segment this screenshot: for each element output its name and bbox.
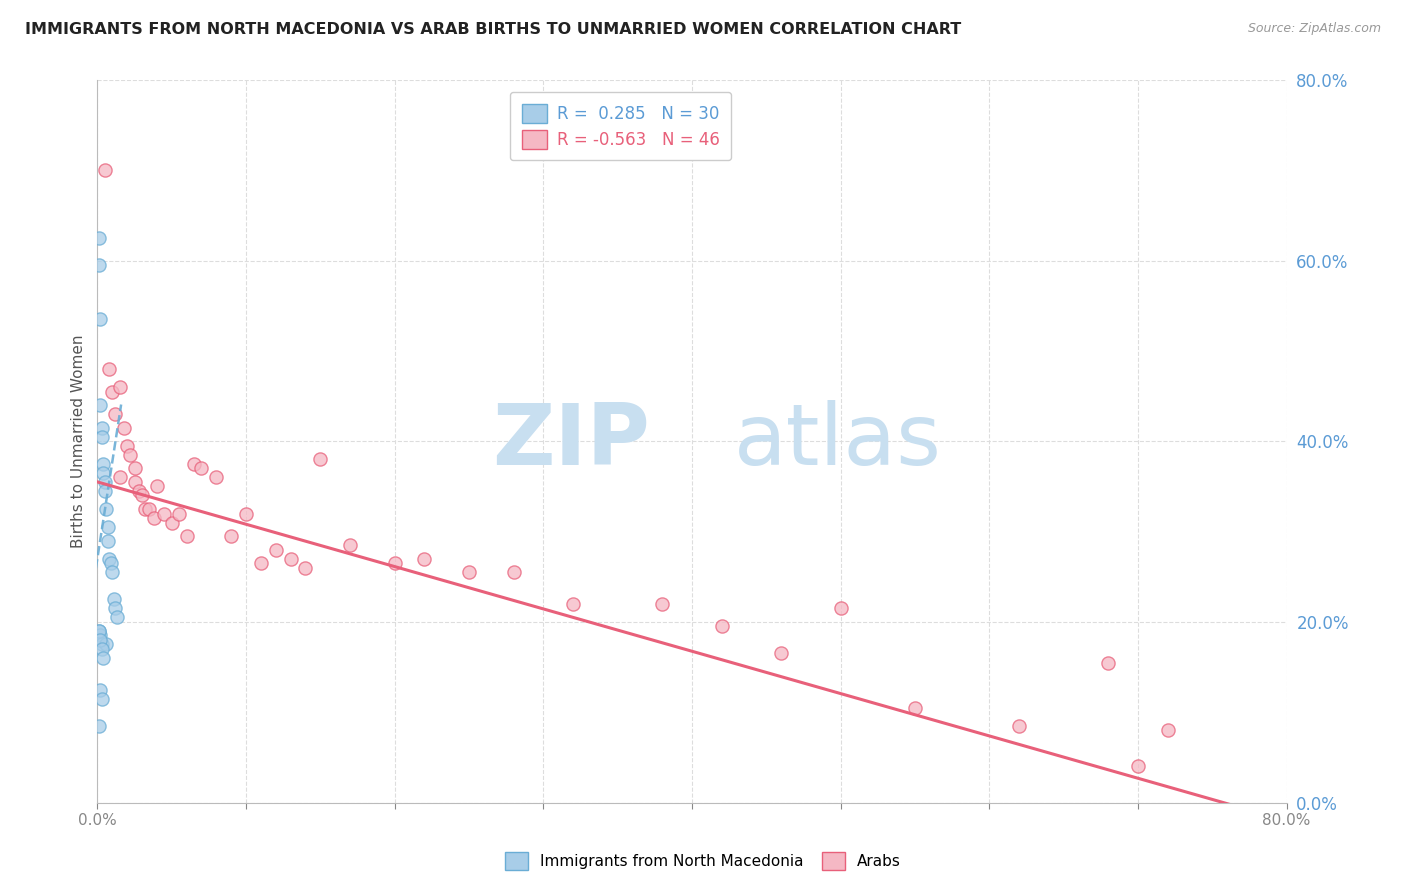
- Point: [100, 556, 122, 570]
- Point: [90, 420, 112, 434]
- Point: [97, 520, 120, 534]
- Point: [101, 384, 124, 399]
- Point: [91, 466, 114, 480]
- Point: [90, 637, 112, 651]
- Point: [96, 502, 118, 516]
- Point: [770, 647, 793, 661]
- Point: [91, 651, 114, 665]
- Point: [562, 597, 585, 611]
- Point: [1008, 719, 1031, 733]
- Point: [160, 516, 183, 530]
- Point: [96, 637, 118, 651]
- Point: [89, 398, 111, 412]
- Point: [112, 420, 135, 434]
- Point: [384, 556, 406, 570]
- Point: [413, 551, 436, 566]
- Point: [90, 642, 112, 657]
- Point: [176, 529, 198, 543]
- Point: [904, 700, 927, 714]
- Point: [120, 448, 142, 462]
- Point: [124, 461, 146, 475]
- Text: IMMIGRANTS FROM NORTH MACEDONIA VS ARAB BIRTHS TO UNMARRIED WOMEN CORRELATION CH: IMMIGRANTS FROM NORTH MACEDONIA VS ARAB …: [25, 22, 962, 37]
- Point: [219, 529, 242, 543]
- Point: [205, 470, 228, 484]
- Point: [94, 483, 117, 498]
- Point: [830, 601, 852, 615]
- Point: [87, 624, 110, 638]
- Point: [294, 560, 316, 574]
- Point: [108, 470, 131, 484]
- Point: [108, 380, 131, 394]
- Point: [235, 507, 257, 521]
- Point: [128, 483, 150, 498]
- Y-axis label: Births to Unmarried Women: Births to Unmarried Women: [72, 334, 86, 548]
- Point: [190, 461, 212, 475]
- Point: [89, 312, 111, 326]
- Point: [103, 592, 125, 607]
- Point: [87, 719, 110, 733]
- Point: [87, 231, 110, 245]
- Text: atlas: atlas: [734, 400, 942, 483]
- Point: [153, 507, 176, 521]
- Point: [94, 475, 117, 489]
- Point: [1126, 759, 1149, 773]
- Point: [101, 565, 124, 579]
- Point: [1156, 723, 1178, 738]
- Point: [104, 407, 127, 421]
- Point: [105, 610, 128, 624]
- Point: [142, 511, 165, 525]
- Point: [134, 502, 156, 516]
- Point: [651, 597, 673, 611]
- Point: [94, 163, 117, 178]
- Point: [89, 628, 111, 642]
- Point: [502, 565, 524, 579]
- Point: [183, 457, 205, 471]
- Point: [87, 624, 110, 638]
- Point: [89, 682, 111, 697]
- Point: [1097, 656, 1119, 670]
- Point: [89, 632, 111, 647]
- Point: [138, 502, 160, 516]
- Point: [90, 691, 112, 706]
- Point: [309, 452, 332, 467]
- Point: [339, 538, 361, 552]
- Point: [97, 533, 120, 548]
- Point: [91, 457, 114, 471]
- Point: [458, 565, 481, 579]
- Legend: R =  0.285   N = 30, R = -0.563   N = 46: R = 0.285 N = 30, R = -0.563 N = 46: [510, 92, 731, 161]
- Point: [264, 542, 287, 557]
- Point: [87, 258, 110, 272]
- Point: [90, 430, 112, 444]
- Point: [710, 619, 733, 633]
- Point: [115, 439, 138, 453]
- Point: [146, 479, 169, 493]
- Point: [104, 601, 127, 615]
- Text: Source: ZipAtlas.com: Source: ZipAtlas.com: [1247, 22, 1381, 36]
- Point: [124, 475, 146, 489]
- Point: [131, 488, 153, 502]
- Point: [280, 551, 302, 566]
- Point: [250, 556, 273, 570]
- Point: [167, 507, 190, 521]
- Legend: Immigrants from North Macedonia, Arabs: Immigrants from North Macedonia, Arabs: [498, 845, 908, 877]
- Point: [98, 362, 121, 376]
- Point: [98, 551, 121, 566]
- Text: ZIP: ZIP: [492, 400, 651, 483]
